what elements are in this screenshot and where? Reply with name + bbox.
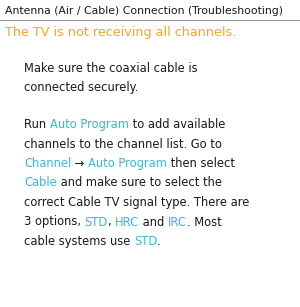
Text: Channel: Channel <box>24 157 71 170</box>
Text: . Most: . Most <box>187 216 222 228</box>
Text: channels to the channel list. Go to: channels to the channel list. Go to <box>24 138 222 150</box>
Text: →: → <box>71 157 88 170</box>
Text: STD: STD <box>85 216 108 228</box>
Text: and make sure to select the: and make sure to select the <box>57 177 222 189</box>
Text: 3 options,: 3 options, <box>24 216 85 228</box>
Text: The TV is not receiving all channels.: The TV is not receiving all channels. <box>5 26 236 39</box>
Text: connected securely.: connected securely. <box>24 81 138 95</box>
Text: and: and <box>139 216 168 228</box>
Text: Make sure the coaxial cable is: Make sure the coaxial cable is <box>24 62 198 75</box>
Text: cable systems use: cable systems use <box>24 235 134 248</box>
Text: HRC: HRC <box>115 216 139 228</box>
Text: Auto Program: Auto Program <box>88 157 167 170</box>
Text: Antenna (Air / Cable) Connection (Troubleshooting): Antenna (Air / Cable) Connection (Troubl… <box>5 6 283 16</box>
Text: Cable: Cable <box>24 177 57 189</box>
Text: STD: STD <box>134 235 157 248</box>
Text: Run: Run <box>24 118 50 131</box>
Text: ,: , <box>108 216 115 228</box>
Text: correct Cable TV signal type. There are: correct Cable TV signal type. There are <box>24 196 249 209</box>
Text: IRC: IRC <box>168 216 187 228</box>
Text: Auto Program: Auto Program <box>50 118 129 131</box>
Text: then select: then select <box>167 157 235 170</box>
Text: to add available: to add available <box>129 118 225 131</box>
Text: .: . <box>157 235 161 248</box>
